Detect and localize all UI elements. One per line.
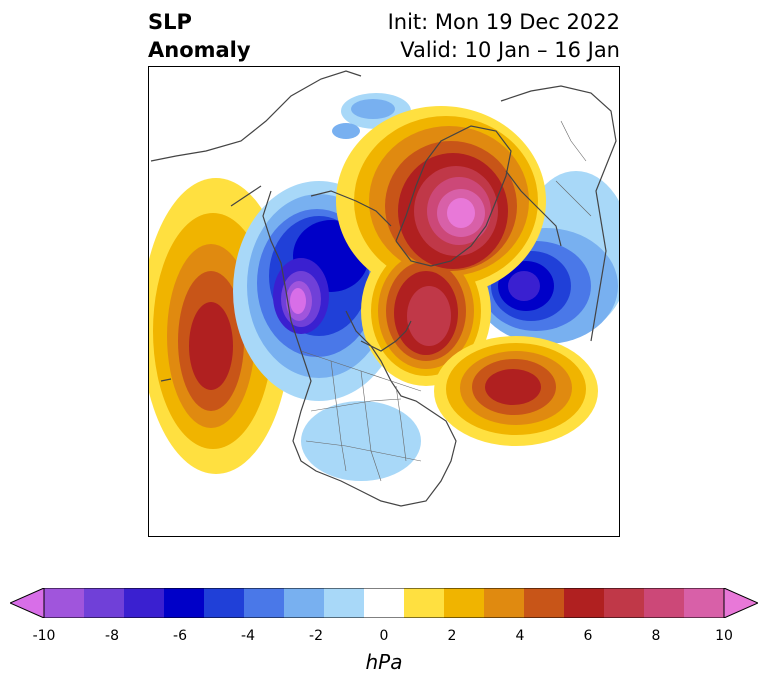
colorbar-tick-label: -10 [32, 628, 56, 644]
title-variable-line1: SLP [148, 10, 192, 34]
borders [300, 120, 592, 482]
anomaly-map-svg [149, 70, 619, 507]
colorbar-tick-label: -2 [309, 628, 323, 644]
colorbar-cell [124, 588, 165, 618]
title-variable-line2: Anomaly [148, 38, 251, 62]
colorbar-cell [564, 588, 605, 618]
colorbar-cell [444, 588, 485, 618]
colorbar-cell [484, 588, 525, 618]
colorbar-cell [284, 588, 325, 618]
colorbar-cell [364, 588, 405, 618]
colorbar-cell [84, 588, 125, 618]
north-atlantic-high-anomaly [434, 336, 598, 446]
colorbar-cell [204, 588, 245, 618]
colorbar-tick-label: 6 [583, 628, 593, 644]
colorbar-tick-label: 0 [379, 628, 389, 644]
map-dates: Init: Mon 19 Dec 2022 Valid: 10 Jan – 16… [388, 8, 620, 64]
colorbar-tick-label: 10 [715, 628, 733, 644]
colorbar-tick-label: 8 [651, 628, 661, 644]
colorbar-cell [404, 588, 445, 618]
anomaly-map [148, 66, 620, 537]
colorbar-unit: hPa [365, 650, 403, 674]
colorbar-cell [684, 588, 725, 618]
colorbar-high-extension [723, 588, 758, 618]
colorbar-tick-label: 2 [447, 628, 457, 644]
init-date: Init: Mon 19 Dec 2022 [387, 10, 620, 34]
valid-range: Valid: 10 Jan – 16 Jan [400, 38, 620, 62]
colorbar-cell [524, 588, 565, 618]
colorbar-tick-label: -8 [105, 628, 119, 644]
colorbar-cell [244, 588, 285, 618]
greenland-arctic-high-anomaly [336, 106, 546, 386]
colorbar-cell [164, 588, 205, 618]
colorbar-tick-label: -6 [173, 628, 187, 644]
colorbar-cell [324, 588, 365, 618]
colorbar-tick-label: -4 [241, 628, 255, 644]
map-title: SLP Anomaly [148, 8, 251, 64]
colorbar-cell [644, 588, 685, 618]
colorbar-cell [44, 588, 85, 618]
colorbar [10, 588, 758, 618]
colorbar-cell [604, 588, 645, 618]
colorbar-low-extension [10, 588, 45, 618]
coastlines [150, 70, 617, 507]
colorbar-tick-label: 4 [515, 628, 525, 644]
